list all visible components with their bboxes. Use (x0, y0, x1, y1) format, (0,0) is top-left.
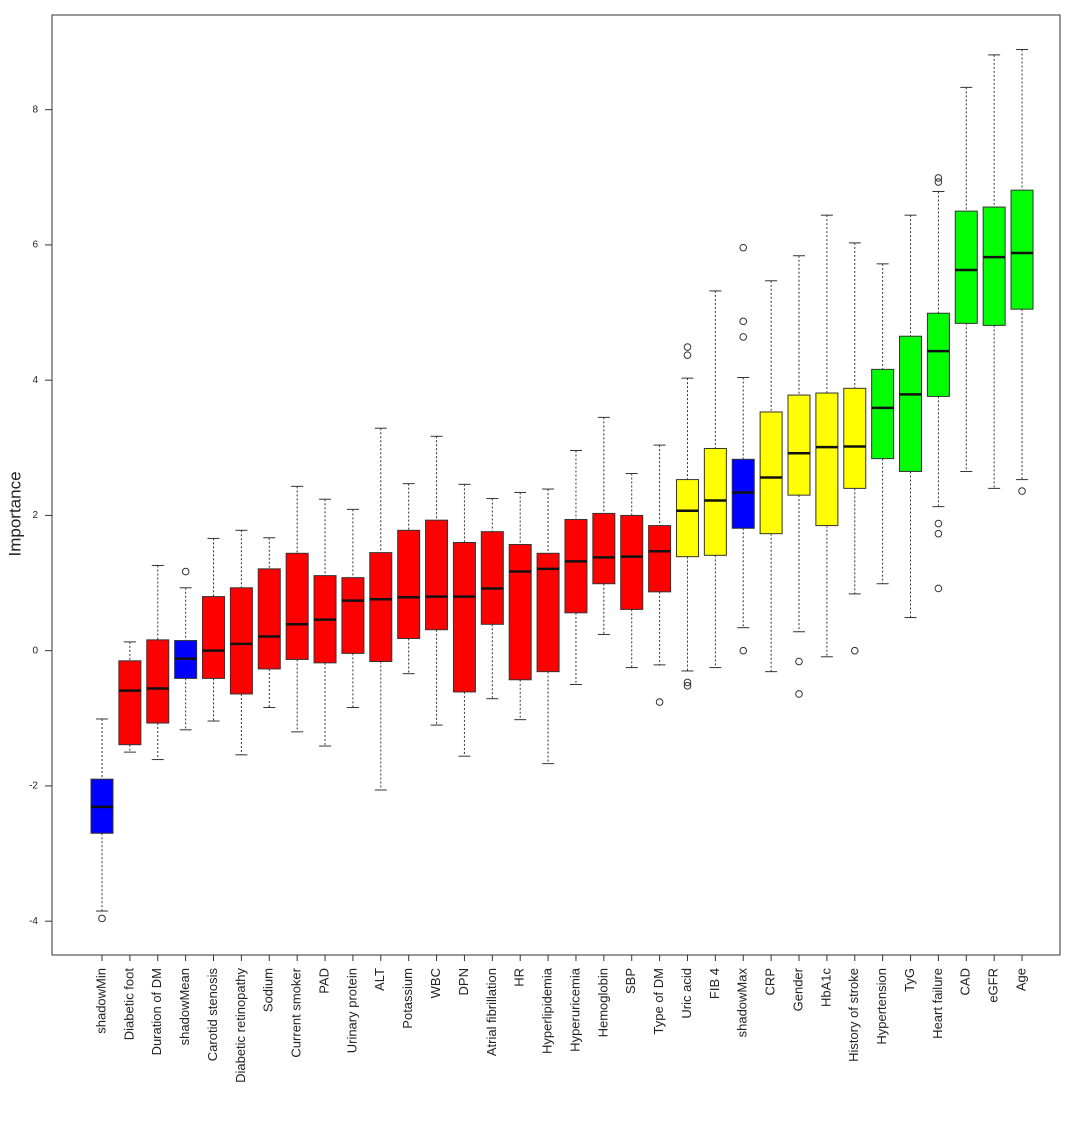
box (229, 587, 253, 695)
x-tick-label: Hypertension (874, 968, 889, 1045)
x-tick-label: WBC (428, 968, 443, 998)
outlier (739, 646, 748, 655)
x-tick-label: Potassium (400, 968, 415, 1029)
x-tick-label: CAD (958, 968, 973, 995)
box (452, 541, 476, 693)
x-tick-label: Urinary protein (344, 968, 359, 1053)
box (731, 458, 755, 529)
x-tick-label: Type of DM (651, 968, 666, 1034)
x-tick-label: Age (1013, 968, 1028, 991)
box (536, 552, 560, 673)
box (480, 531, 504, 625)
x-tick-label: Current smoker (289, 967, 304, 1057)
x-tick-label: Diabetic foot (121, 968, 136, 1041)
x-tick-label: Diabetic retinopathy (233, 968, 248, 1083)
outlier (850, 646, 859, 655)
y-tick-label: 0 (32, 645, 38, 656)
x-tick-label: eGFR (986, 968, 1001, 1003)
outlier (683, 351, 692, 359)
x-tick-label: Heart failure (930, 968, 945, 1039)
box (508, 544, 532, 681)
x-tick-label: Hyperlipidemia (540, 967, 555, 1054)
x-tick-label: CRP (763, 968, 778, 995)
outlier (1018, 487, 1026, 495)
box (675, 479, 699, 558)
box (1010, 189, 1034, 310)
x-tick-label: Duration of DM (149, 968, 164, 1055)
box (787, 394, 811, 496)
y-tick-label: 6 (32, 240, 38, 251)
outlier (934, 178, 943, 186)
outlier (934, 519, 943, 528)
x-tick-label: shadowMean (177, 968, 192, 1045)
x-tick-label: Carotid stenosis (205, 968, 220, 1062)
x-tick-label: shadowMax (735, 968, 750, 1038)
x-tick-label: ALT (372, 968, 387, 991)
y-tick-label: -2 (29, 781, 38, 792)
x-tick-label: Sodium (261, 968, 276, 1012)
box (899, 335, 923, 472)
box (118, 660, 142, 746)
box (703, 447, 727, 556)
box (397, 529, 421, 640)
x-tick-label: shadowMin (93, 968, 108, 1034)
x-tick-label: SBP (623, 968, 638, 994)
x-tick-label: Hemoglobin (595, 968, 610, 1037)
x-tick-label: TyG (902, 968, 917, 992)
outlier (739, 333, 748, 341)
x-tick-label: DPN (456, 968, 471, 995)
outlier (683, 682, 692, 690)
box (815, 392, 839, 527)
outlier (181, 567, 190, 576)
box (425, 519, 449, 631)
outlier (934, 584, 943, 593)
x-tick-label: Uric acid (679, 968, 694, 1019)
box (954, 210, 978, 324)
x-tick-label: HR (512, 968, 527, 987)
x-tick-label: Atrial fibrillation (484, 968, 499, 1056)
y-axis-label: Importance (5, 471, 24, 556)
y-tick-label: 2 (32, 510, 38, 521)
box (369, 552, 393, 663)
box (564, 518, 588, 614)
x-tick-label: FIB 4 (707, 968, 722, 999)
x-tick-label: History of stroke (846, 968, 861, 1062)
y-tick-label: 4 (32, 375, 38, 386)
box (871, 368, 895, 460)
outlier (795, 657, 803, 666)
box (341, 577, 365, 654)
box (146, 639, 170, 724)
box (843, 387, 867, 489)
outlier (934, 529, 943, 538)
x-tick-label: Gender (790, 967, 805, 1011)
outlier (683, 343, 692, 351)
outlier (934, 174, 943, 182)
y-tick-label: -4 (29, 916, 38, 927)
plot-frame (51, 14, 1061, 956)
outlier (739, 317, 748, 326)
outlier (795, 690, 803, 698)
box (592, 512, 616, 585)
box (257, 568, 281, 670)
outlier (98, 914, 106, 923)
outlier (739, 243, 748, 252)
box (620, 514, 644, 610)
outlier (683, 678, 692, 687)
x-tick-label: HbA1c (818, 968, 833, 1008)
box (285, 552, 309, 660)
box (759, 411, 783, 535)
outlier (655, 698, 664, 706)
box (982, 206, 1006, 326)
box (926, 312, 950, 397)
x-tick-label: Hyperuricemia (567, 967, 582, 1052)
box (648, 525, 672, 593)
box (202, 596, 226, 679)
x-tick-label: PAD (316, 968, 331, 994)
y-tick-label: 8 (32, 104, 38, 115)
